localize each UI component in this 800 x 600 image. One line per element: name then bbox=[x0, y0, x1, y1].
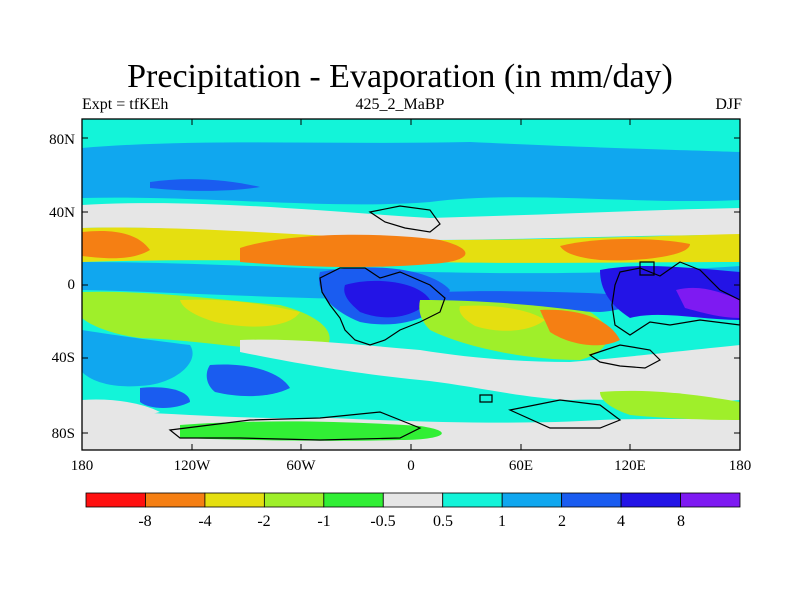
colorbar-swatch bbox=[382, 492, 444, 508]
colorbar-label: 4 bbox=[617, 513, 625, 530]
field-wet-max-asia bbox=[676, 287, 740, 318]
x-tick-label: 60W bbox=[286, 458, 316, 474]
contour-field bbox=[82, 119, 740, 450]
colorbar bbox=[85, 492, 741, 508]
field-near-zero-north bbox=[82, 203, 740, 240]
coast-north-atlantic bbox=[368, 205, 441, 233]
y-tick-label: 40N bbox=[49, 205, 75, 221]
field-wet-band-north bbox=[82, 142, 740, 205]
field-strong-drying-1 bbox=[82, 230, 150, 259]
colorbar-label: 1 bbox=[498, 513, 506, 530]
field-wet-heavy-north bbox=[150, 179, 260, 191]
field-drying-south-atlantic bbox=[459, 305, 545, 331]
colorbar-swatch bbox=[85, 492, 146, 508]
coast-island bbox=[479, 394, 493, 403]
colorbar-swatch bbox=[145, 492, 206, 508]
colorbar-label: -1 bbox=[317, 513, 331, 530]
y-tick-label: 80S bbox=[51, 426, 75, 442]
x-tick-label: 0 bbox=[407, 458, 415, 474]
colorbar-label: 8 bbox=[677, 513, 685, 530]
colorbar-label: 2 bbox=[558, 513, 566, 530]
field-wet-heavy-south-2 bbox=[140, 387, 190, 408]
field-near-zero-antarctic-2 bbox=[82, 399, 160, 420]
colorbar-label: -8 bbox=[138, 513, 152, 530]
x-tick-label: 120E bbox=[614, 458, 646, 474]
figure-title: Precipitation - Evaporation (in mm/day) bbox=[127, 58, 673, 95]
colorbar-label: -4 bbox=[198, 513, 212, 530]
colorbar-swatch bbox=[204, 492, 265, 508]
coast-australia-south bbox=[588, 344, 661, 369]
field-strong-drying-3 bbox=[560, 239, 690, 261]
field-drying-south-pacific bbox=[180, 299, 300, 327]
colorbar-swatch bbox=[501, 492, 563, 508]
colorbar-label: -2 bbox=[257, 513, 271, 530]
field-near-zero-south bbox=[240, 339, 740, 402]
x-tick-label: 180 bbox=[70, 458, 94, 474]
x-tick-label: 120W bbox=[173, 458, 211, 474]
colorbar-swatch bbox=[442, 492, 503, 508]
field-wet-heavy-south-pacific bbox=[206, 364, 290, 397]
colorbar-swatch bbox=[263, 492, 325, 508]
colorbar-swatch bbox=[323, 492, 384, 508]
coast-asia-australia bbox=[611, 261, 740, 336]
coast-island-2 bbox=[639, 261, 655, 276]
colorbar-swatch bbox=[680, 492, 741, 508]
season-label: DJF bbox=[715, 96, 742, 113]
coast-antarctica-east bbox=[508, 399, 622, 429]
axis-ticks bbox=[81, 119, 741, 450]
field-strong-drying-2 bbox=[240, 234, 466, 268]
coastlines bbox=[168, 205, 740, 441]
period-label: 425_2_MaBP bbox=[355, 96, 445, 113]
x-tick-label: 180 bbox=[728, 458, 752, 474]
colorbar-swatch bbox=[620, 492, 681, 508]
y-tick-label: 0 bbox=[67, 277, 76, 293]
experiment-label: Expt = tfKEh bbox=[82, 96, 169, 113]
x-tick-label: 60E bbox=[508, 458, 534, 474]
field-wet-south-pacific bbox=[82, 330, 193, 387]
y-tick-label: 80N bbox=[49, 132, 75, 148]
field-moderate-antarctic bbox=[180, 421, 442, 441]
field-wet-extreme-america bbox=[344, 280, 430, 318]
colorbar-swatch bbox=[561, 492, 622, 508]
colorbar-label: 0.5 bbox=[433, 513, 453, 530]
field-strong-drying-south bbox=[540, 309, 620, 346]
coast-south-america bbox=[319, 267, 446, 346]
colorbar-label: -0.5 bbox=[370, 513, 396, 530]
coast-antarctica bbox=[168, 411, 422, 441]
field-moderate-south-indian bbox=[600, 390, 740, 420]
y-tick-label: 40S bbox=[51, 350, 75, 366]
